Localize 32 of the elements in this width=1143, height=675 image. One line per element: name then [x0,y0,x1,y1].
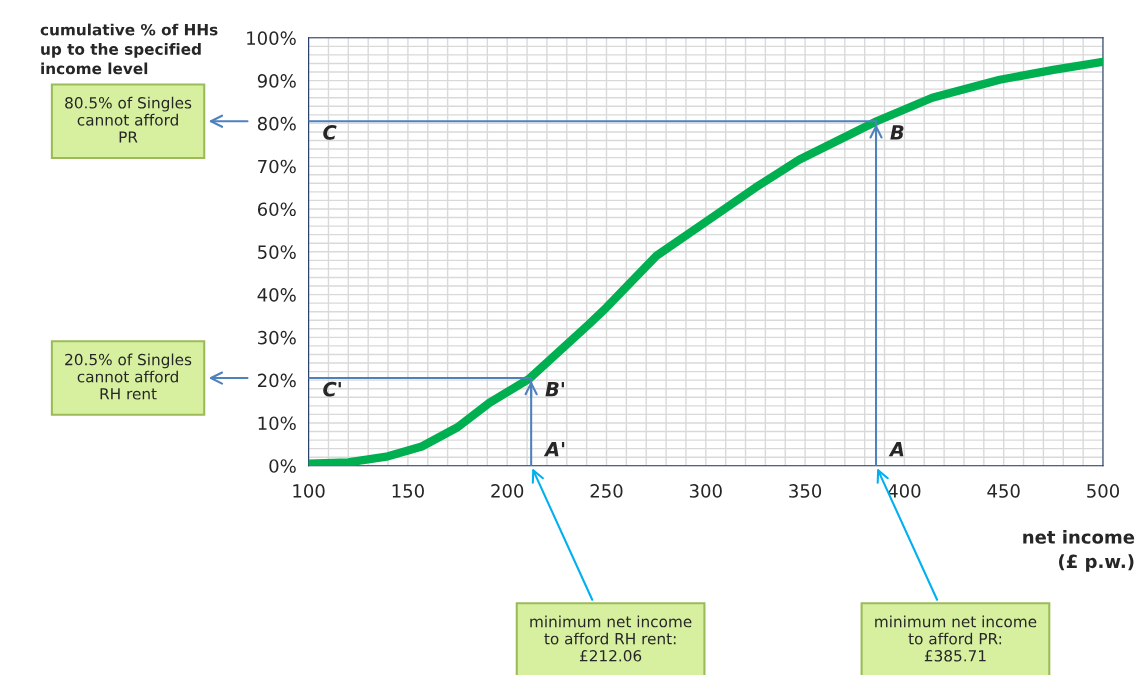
annotation: C' [323,381,341,397]
annotation: minimum net income to afford RH rent: £212.06 [530,615,692,662]
y-tick-label: 20% [258,373,296,388]
y-tick-label: 80% [257,116,296,131]
annotation: A [888,441,904,457]
y-tick-label: 50% [258,245,296,259]
x-tick-label: 250 [590,484,623,498]
y-tick-label: 10% [258,416,296,431]
y-tick-label: 60% [257,202,296,217]
x-axis-title: net income (£ p.w.) [1023,529,1135,572]
y-tick-label: 0% [269,459,296,473]
x-tick-label: 500 [1087,484,1120,498]
x-tick-label: 150 [392,484,424,498]
y-tick-label: 100% [247,31,296,45]
x-tick-label: 400 [888,484,921,498]
annotation: C [323,125,337,140]
x-tick-label: 100 [293,484,325,498]
text: 20.5% of Singles cannot afford RH rent [65,353,192,400]
x-tick-label: 350 [789,484,822,498]
y-tick-label: 40% [257,288,296,302]
x-tick-label: 300 [689,484,722,498]
text: 80.5% of Singles cannot afford PR [65,96,192,143]
x-tick-label: 200 [491,484,524,498]
x-tick-label: 450 [987,484,1020,498]
annotation: minimum net income to afford PR: £385.71 [875,615,1037,662]
annotation: A' [543,441,565,457]
y-tick-label: 70% [258,159,296,174]
y-tick-label: 90% [257,74,296,88]
annotation: B [890,125,904,140]
y-tick-label: 30% [258,330,296,345]
y-axis-title: cumulative % of HHs up to the specified income level [40,23,218,75]
annotation: B' [545,382,564,397]
